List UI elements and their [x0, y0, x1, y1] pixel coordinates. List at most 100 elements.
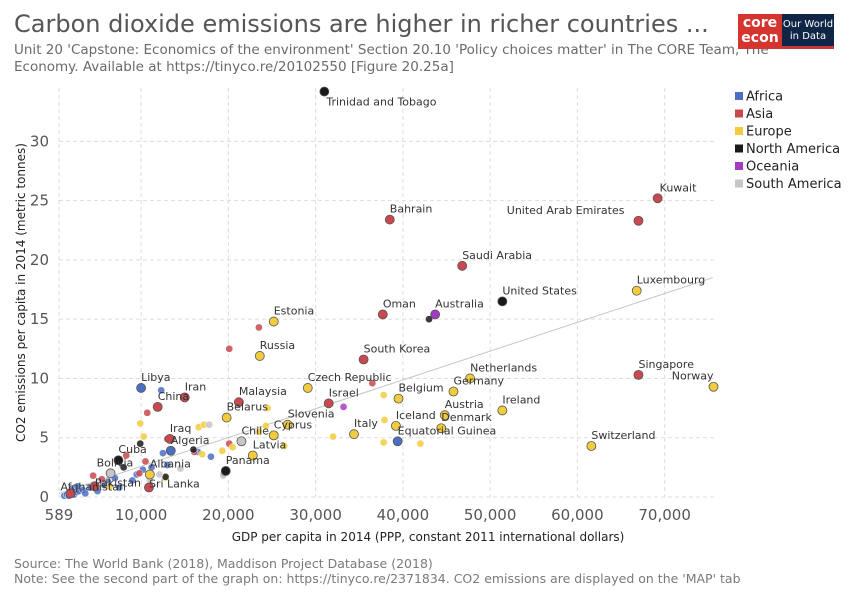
- data-point[interactable]: [143, 408, 152, 417]
- data-point-latvia[interactable]: [247, 450, 258, 461]
- data-point-bolivia[interactable]: [105, 468, 116, 479]
- data-point[interactable]: [128, 476, 137, 485]
- data-point-united-states[interactable]: [497, 296, 508, 307]
- data-point[interactable]: [89, 471, 97, 480]
- data-point-israel[interactable]: [323, 398, 334, 409]
- data-point-denmark[interactable]: [436, 423, 447, 434]
- data-point-oman[interactable]: [377, 309, 388, 320]
- data-point[interactable]: [225, 344, 234, 353]
- data-point[interactable]: [155, 470, 164, 479]
- data-point-trinidad-and-tobago[interactable]: [319, 86, 330, 97]
- data-point-norway[interactable]: [708, 381, 719, 392]
- data-point[interactable]: [98, 475, 106, 484]
- data-point-estonia[interactable]: [268, 316, 279, 327]
- data-point[interactable]: [255, 427, 263, 436]
- data-point[interactable]: [139, 432, 148, 441]
- data-point-italy[interactable]: [349, 429, 359, 440]
- data-point-iceland[interactable]: [391, 420, 401, 431]
- data-point-belarus[interactable]: [221, 412, 232, 423]
- data-point[interactable]: [176, 464, 185, 473]
- data-point-algeria[interactable]: [165, 445, 176, 456]
- data-point[interactable]: [115, 483, 124, 492]
- data-point-iraq[interactable]: [165, 434, 175, 444]
- data-point[interactable]: [368, 379, 377, 388]
- data-point-ireland[interactable]: [497, 405, 508, 416]
- legend-item-africa[interactable]: Africa: [746, 90, 783, 105]
- data-point-china[interactable]: [152, 402, 163, 412]
- x-tick-label: 60,000: [551, 506, 604, 524]
- legend-item-north-america[interactable]: North America: [746, 142, 840, 157]
- data-point-saudi-arabia[interactable]: [457, 260, 468, 271]
- data-point[interactable]: [135, 469, 144, 478]
- legend-item-europe[interactable]: Europe: [746, 125, 792, 140]
- legend-item-south-america[interactable]: South America: [746, 177, 842, 192]
- data-point[interactable]: [73, 482, 82, 491]
- data-point[interactable]: [425, 315, 433, 324]
- data-point[interactable]: [198, 450, 207, 459]
- data-point[interactable]: [157, 386, 166, 395]
- data-point[interactable]: [329, 432, 337, 441]
- data-point[interactable]: [228, 443, 237, 452]
- point-label-netherlands: Netherlands: [470, 361, 537, 374]
- data-point-united-arab-emirates[interactable]: [633, 215, 644, 226]
- data-point[interactable]: [416, 439, 425, 448]
- point-label-switzerland: Switzerland: [591, 429, 655, 442]
- data-point-libya[interactable]: [136, 383, 147, 393]
- data-point-pakistan[interactable]: [89, 481, 100, 492]
- data-point-south-korea[interactable]: [358, 354, 369, 365]
- data-point-iran[interactable]: [179, 392, 190, 403]
- data-point-germany[interactable]: [448, 386, 459, 397]
- data-point-slovenia[interactable]: [282, 419, 293, 430]
- data-point-cuba[interactable]: [113, 455, 124, 466]
- data-point-belgium[interactable]: [393, 393, 404, 404]
- data-point-bahrain[interactable]: [384, 214, 395, 225]
- data-point[interactable]: [339, 403, 348, 411]
- data-point-malaysia[interactable]: [233, 397, 244, 408]
- data-point[interactable]: [379, 438, 388, 447]
- data-point-kuwait[interactable]: [652, 193, 663, 204]
- data-point[interactable]: [163, 461, 172, 469]
- data-point[interactable]: [122, 451, 131, 460]
- data-point-russia[interactable]: [254, 351, 265, 361]
- legend-item-asia[interactable]: Asia: [746, 107, 773, 122]
- data-point-switzerland[interactable]: [586, 441, 597, 451]
- data-point[interactable]: [255, 323, 263, 332]
- legend-item-oceania[interactable]: Oceania: [746, 160, 799, 175]
- data-point[interactable]: [159, 449, 167, 457]
- data-points: [60, 86, 719, 500]
- point-label-italy: Italy: [354, 417, 378, 430]
- data-point[interactable]: [263, 404, 272, 412]
- data-point[interactable]: [136, 419, 145, 428]
- data-point[interactable]: [379, 391, 388, 399]
- point-labels: Trinidad and Tobago Kuwait United Arab Emi…: [60, 96, 714, 494]
- data-point[interactable]: [81, 489, 90, 498]
- data-point[interactable]: [189, 445, 198, 454]
- data-point[interactable]: [207, 452, 215, 461]
- x-tick-label: 10,000: [115, 506, 168, 524]
- data-point[interactable]: [262, 422, 270, 430]
- data-point-austria[interactable]: [439, 410, 450, 421]
- data-point-netherlands[interactable]: [465, 373, 475, 384]
- data-point[interactable]: [280, 442, 289, 450]
- data-point-sri-lanka[interactable]: [144, 482, 154, 493]
- data-point-singapore[interactable]: [633, 369, 644, 380]
- data-point[interactable]: [218, 446, 227, 455]
- data-point-chile[interactable]: [236, 436, 247, 447]
- point-label-singapore: Singapore: [638, 358, 694, 371]
- data-point-czech-republic[interactable]: [302, 383, 313, 393]
- data-point[interactable]: [119, 463, 128, 472]
- y-tick-label: 15: [30, 310, 49, 328]
- data-point[interactable]: [105, 482, 114, 491]
- data-point-panama[interactable]: [220, 466, 231, 476]
- data-point-equatorial-guinea[interactable]: [392, 436, 403, 447]
- data-point[interactable]: [141, 457, 150, 466]
- data-point[interactable]: [380, 416, 389, 424]
- data-point[interactable]: [136, 439, 145, 448]
- data-point-australia[interactable]: [430, 309, 441, 320]
- data-point-luxembourg[interactable]: [631, 285, 642, 296]
- data-point-afghanistan[interactable]: [65, 488, 76, 499]
- data-point-albania[interactable]: [144, 469, 155, 480]
- data-point[interactable]: [205, 420, 214, 429]
- data-point-cyprus[interactable]: [268, 430, 279, 441]
- logo[interactable]: core econ Our World in Data: [738, 14, 834, 49]
